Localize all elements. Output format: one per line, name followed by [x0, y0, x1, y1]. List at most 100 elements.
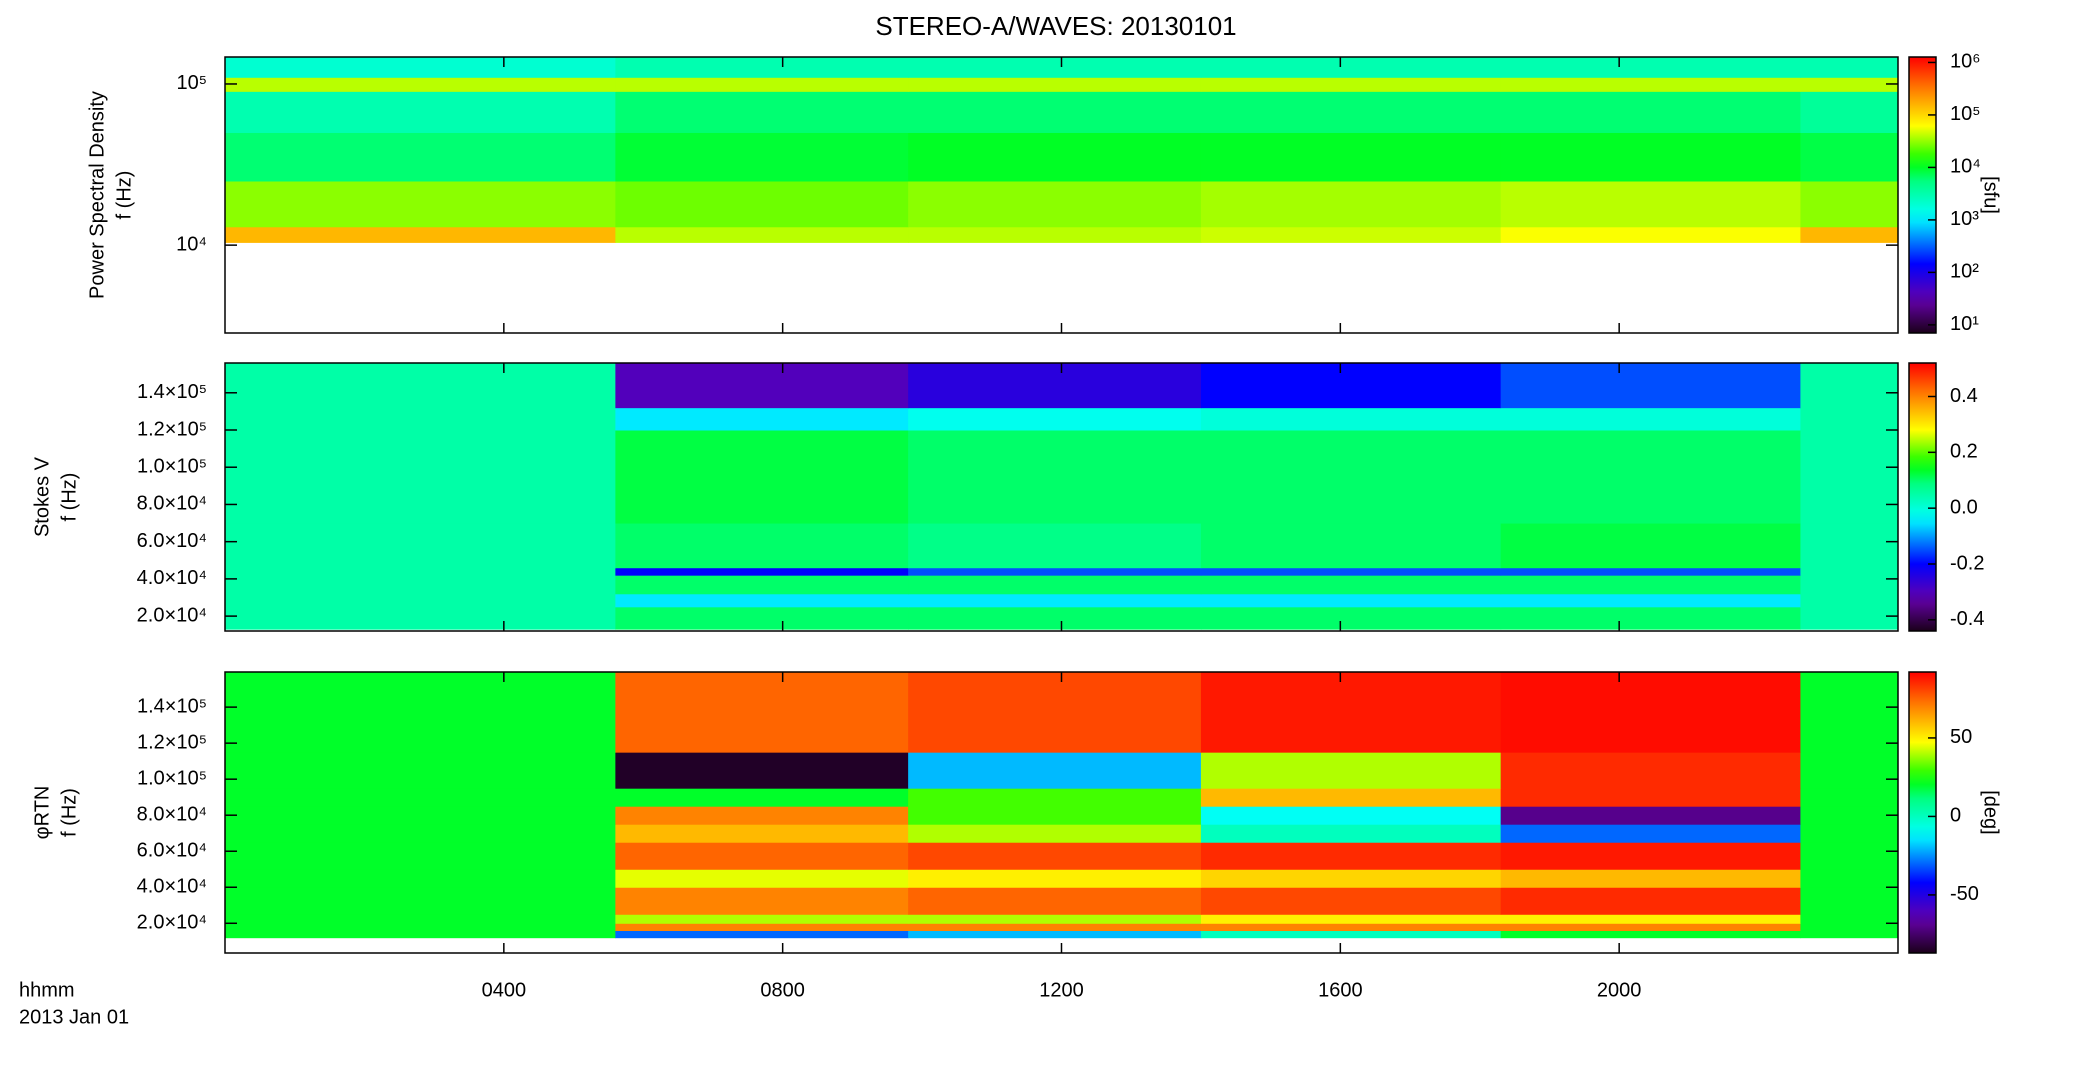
heatmap-cell: [1500, 91, 1801, 133]
heatmap-cell: [1500, 57, 1801, 78]
colorbar-tick-label: 0.2: [1950, 441, 1978, 463]
heatmap-cell: [225, 806, 616, 825]
y-tick-label: 2.0×10⁴: [137, 912, 207, 934]
heatmap-cell: [1800, 887, 1899, 915]
heatmap-cell: [225, 752, 616, 789]
heatmap-cell: [1800, 523, 1899, 569]
heatmap-cell: [1200, 672, 1502, 753]
heatmap-cell: [1200, 887, 1502, 915]
y-tick-label: 4.0×10⁴: [137, 876, 207, 898]
y-tick-label: 6.0×10⁴: [137, 840, 207, 862]
heatmap-cell: [1500, 806, 1801, 825]
heatmap-cell: [225, 523, 616, 569]
heatmap-cell: [1800, 824, 1899, 843]
y-tick-label: 10⁴: [176, 233, 207, 255]
heatmap-cell: [615, 887, 909, 915]
heatmap-cell: [908, 752, 1202, 789]
heatmap-cell: [908, 593, 1202, 608]
heatmap-cell: [908, 363, 1202, 409]
heatmap-cell: [1500, 181, 1801, 228]
heatmap-cell: [1500, 567, 1801, 576]
heatmap-cell: [1800, 930, 1899, 939]
heatmap-cell: [1200, 407, 1502, 431]
colorbar: [1908, 671, 1937, 954]
y-axis-label: Power Spectral Density: [86, 91, 108, 299]
heatmap-cell: [908, 57, 1202, 78]
heatmap-cell: [1800, 806, 1899, 825]
heatmap-cell: [225, 842, 616, 870]
y-tick-label: 1.2×10⁵: [137, 418, 207, 440]
heatmap-cell: [1500, 788, 1801, 807]
heatmap-cell: [1800, 914, 1899, 924]
colorbar-tick-label: 10⁵: [1950, 103, 1981, 125]
heatmap-cell: [1200, 593, 1502, 608]
heatmap-cell: [225, 672, 616, 753]
heatmap-cell: [1500, 752, 1801, 789]
heatmap-cell: [1200, 869, 1502, 888]
colorbar-tick-label: 50: [1950, 726, 1972, 748]
heatmap-cell: [615, 672, 909, 753]
heatmap-cell: [1800, 363, 1899, 409]
heatmap-cell: [615, 226, 909, 243]
colorbar-tick-label: 10⁴: [1950, 156, 1981, 178]
heatmap-cell: [1500, 226, 1801, 243]
heatmap-cell: [1800, 407, 1899, 431]
heatmap-cell: [1500, 363, 1801, 409]
heatmap-cell: [908, 407, 1202, 431]
heatmap-cell: [1500, 523, 1801, 569]
heatmap-cell: [908, 887, 1202, 915]
heatmap-cell: [615, 407, 909, 431]
heatmap-cell: [1800, 593, 1899, 608]
heatmap-cell: [908, 842, 1202, 870]
heatmap-cell: [908, 132, 1202, 182]
heatmap-cell: [615, 132, 909, 182]
heatmap-cell: [615, 567, 909, 576]
heatmap-cell: [225, 132, 616, 182]
x-axis-label: hhmm: [19, 979, 75, 1001]
heatmap-cell: [1800, 752, 1899, 789]
heatmap-cell: [1200, 523, 1502, 569]
heatmap-cell: [615, 606, 909, 630]
heatmap-cell: [1500, 593, 1801, 608]
heatmap-cell: [225, 567, 616, 576]
heatmap-cell: [615, 523, 909, 569]
heatmap-cell: [225, 869, 616, 888]
heatmap-cell: [908, 930, 1202, 939]
x-tick-label: 2000: [1597, 979, 1642, 1001]
heatmap-cell: [1800, 923, 1899, 931]
heatmap-cell: [1800, 672, 1899, 753]
heatmap-cell: [1500, 869, 1801, 888]
heatmap-cell: [908, 672, 1202, 753]
heatmap-cell: [615, 930, 909, 939]
heatmap-cell: [1500, 407, 1801, 431]
heatmap-cell: [908, 806, 1202, 825]
heatmap-cell: [225, 181, 616, 228]
heatmap-cell: [1800, 226, 1899, 243]
heatmap-cell: [1800, 181, 1899, 228]
y-tick-label: 1.0×10⁵: [137, 456, 207, 478]
heatmap-cell: [615, 752, 909, 789]
heatmap-cell: [1200, 181, 1502, 228]
colorbar-tick-label: 10¹: [1950, 313, 1979, 335]
colorbar-tick-label: 0: [1950, 805, 1961, 827]
heatmap-cell: [615, 788, 909, 807]
heatmap-cell: [1800, 77, 1899, 92]
colorbar: [1908, 56, 1937, 334]
heatmap-cell: [615, 181, 909, 228]
heatmap-cell: [1200, 430, 1502, 524]
y-axis-label: Stokes V: [31, 456, 53, 537]
heatmap-cell: [1200, 788, 1502, 807]
heatmap-cell: [1800, 91, 1899, 133]
heatmap-cell: [615, 57, 909, 78]
x-tick-label: 0400: [482, 979, 527, 1001]
x-tick-label: 1600: [1318, 979, 1363, 1001]
heatmap-cell: [1200, 606, 1502, 630]
heatmap-cell: [1800, 575, 1899, 595]
heatmap-cell: [1200, 363, 1502, 409]
colorbar-tick-label: -50: [1950, 883, 1979, 905]
heatmap-cell: [1500, 842, 1801, 870]
x-tick-label: 0800: [760, 979, 805, 1001]
colorbar-tick-label: 0.4: [1950, 385, 1978, 407]
heatmap-cell: [615, 77, 909, 92]
colorbar-tick-label: 10⁶: [1950, 51, 1980, 73]
